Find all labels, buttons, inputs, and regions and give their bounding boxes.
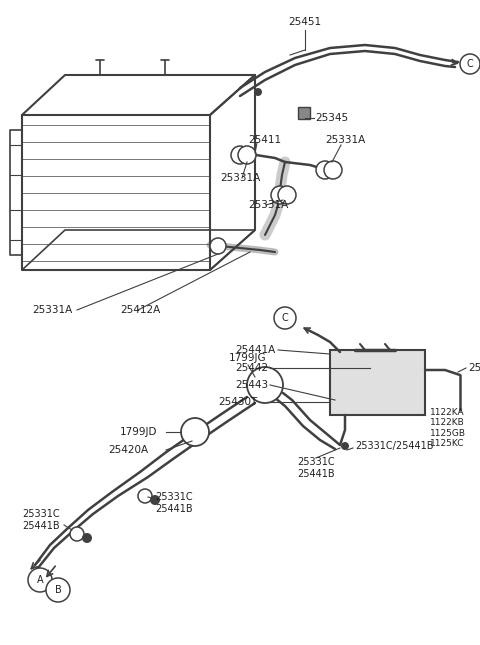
Text: C: C	[282, 313, 288, 323]
Circle shape	[46, 578, 70, 602]
Text: 25331C
25441B: 25331C 25441B	[297, 457, 335, 479]
Text: B: B	[55, 585, 61, 595]
Text: A: A	[36, 575, 43, 585]
Circle shape	[150, 495, 160, 505]
Circle shape	[238, 146, 256, 164]
Text: 25331A: 25331A	[248, 200, 288, 210]
Text: 25444: 25444	[468, 363, 480, 373]
Circle shape	[247, 367, 283, 403]
Text: 25411: 25411	[248, 135, 281, 145]
Text: 25420A: 25420A	[108, 445, 148, 455]
Circle shape	[324, 161, 342, 179]
Text: 25451: 25451	[288, 17, 322, 27]
Text: 25443: 25443	[235, 380, 268, 390]
Bar	[330, 350, 425, 415]
Circle shape	[70, 527, 84, 541]
Text: 25412A: 25412A	[120, 305, 160, 315]
Text: 1122KA
1122KB
1125GB
1125KC: 1122KA 1122KB 1125GB 1125KC	[430, 408, 466, 448]
Text: 25331A: 25331A	[325, 135, 365, 145]
Circle shape	[316, 161, 334, 179]
Circle shape	[231, 146, 249, 164]
Circle shape	[138, 489, 152, 503]
Text: 25331C
25441B: 25331C 25441B	[155, 492, 192, 514]
Circle shape	[278, 186, 296, 204]
Circle shape	[460, 54, 480, 74]
Text: 1799JD: 1799JD	[120, 427, 157, 437]
Text: C: C	[467, 59, 473, 69]
Circle shape	[28, 568, 52, 592]
Circle shape	[274, 307, 296, 329]
Text: 25331C/25441B: 25331C/25441B	[355, 441, 433, 451]
Text: 25331C
25441B: 25331C 25441B	[22, 509, 60, 531]
Text: 25430T: 25430T	[218, 397, 257, 407]
Circle shape	[341, 442, 349, 450]
Text: 25331A: 25331A	[32, 305, 72, 315]
Text: 25331A: 25331A	[220, 173, 260, 183]
Circle shape	[271, 186, 289, 204]
Text: 1799JG: 1799JG	[229, 353, 267, 363]
Circle shape	[210, 238, 226, 254]
Bar	[298, 107, 310, 119]
Circle shape	[181, 418, 209, 446]
Circle shape	[254, 88, 262, 96]
Circle shape	[82, 533, 92, 543]
Text: 25442: 25442	[235, 363, 268, 373]
Text: 25441A: 25441A	[235, 345, 275, 355]
Text: 25345: 25345	[315, 113, 348, 123]
